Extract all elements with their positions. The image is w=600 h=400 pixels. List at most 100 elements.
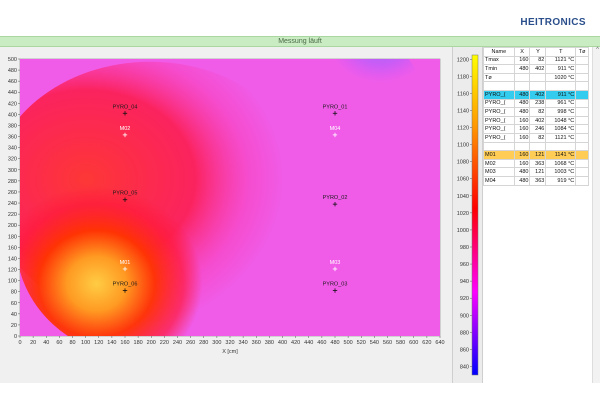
marker-m04[interactable]: M04 [330, 126, 341, 138]
pyro-row[interactable]: PYRO_(160 402 1048 °C [483, 115, 589, 126]
table-cell: 82 [529, 55, 547, 66]
marker-label: PYRO_01 [323, 104, 348, 110]
pyro-row[interactable]: PYRO_(480 238 961 °C [483, 98, 589, 109]
table-cell: 1084 °C [545, 124, 577, 134]
table-cell [575, 81, 589, 91]
marker-m01[interactable]: M01 [120, 260, 131, 272]
pyro-row[interactable]: PYRO_(480 402 911 °C [483, 89, 589, 100]
table-cell: 82 [529, 107, 547, 117]
x-tick-label: 180 [134, 340, 143, 346]
y-tick-label: 40 [11, 312, 17, 318]
x-tick-label: 100 [81, 340, 90, 346]
table-spacer-row [483, 81, 589, 91]
legend-tick-label: 1200 [457, 57, 469, 63]
table-cell: 480 [513, 167, 531, 177]
y-tick-label: 20 [11, 323, 17, 329]
scroll-up-icon[interactable]: ^ [596, 47, 599, 53]
header-bar: HEITRONICS [0, 0, 600, 34]
legend-tick-label: 1040 [457, 194, 469, 200]
y-tick-label: 160 [8, 245, 17, 251]
column-header-t[interactable]: T [545, 47, 577, 57]
table-cell [575, 89, 589, 100]
legend-tick-label: 1180 [457, 74, 469, 80]
summary-row[interactable]: Tmin 480 402 911 °C [483, 64, 589, 74]
y-tick-label: 220 [8, 212, 17, 218]
table-cell: M03 [483, 167, 515, 177]
marker-pyro_05[interactable]: PYRO_05 [113, 191, 138, 202]
marker-pyro_04[interactable]: PYRO_04 [113, 104, 138, 116]
table-scrollbar[interactable]: ^ [592, 47, 600, 383]
pyro-row[interactable]: PYRO_(480 82 998 °C [483, 107, 589, 117]
table-cell: 480 [513, 89, 531, 100]
table-cell: 1048 °C [545, 115, 577, 126]
column-header-tavg[interactable]: Tø [575, 47, 589, 57]
marker-pyro_03[interactable]: PYRO_03 [323, 282, 348, 293]
table-cell: PYRO_( [483, 89, 515, 100]
table-cell: 160 [513, 150, 531, 160]
column-header-name[interactable]: Name [483, 47, 515, 57]
marker-pyro_06[interactable]: PYRO_06 [113, 282, 138, 293]
heatmap-panel: 0 20 40 60 80 100 120 140 160 180 200 220 240 260 280 3… [0, 47, 452, 383]
measure-row[interactable]: M01 160 121 1141 °C [483, 150, 589, 160]
pyro-row[interactable]: PYRO_(160 82 1121 °C [483, 132, 589, 143]
table-cell: 246 [529, 124, 547, 134]
marker-m02[interactable]: M02 [120, 126, 131, 138]
table-cell: 160 [513, 132, 531, 143]
table-cell [575, 107, 589, 117]
x-tick-label: 500 [344, 340, 353, 346]
summary-row[interactable]: Tø 1020 °C [483, 72, 589, 83]
x-tick-label: 40 [43, 340, 49, 346]
table-cell: 961 °C [545, 98, 577, 109]
table-cell: PYRO_( [483, 98, 515, 109]
x-tick-label: 0 [18, 340, 21, 346]
y-tick-label: 440 [8, 90, 17, 96]
table-cell: 160 [513, 158, 531, 169]
marker-label: PYRO_06 [113, 282, 138, 288]
x-tick-label: 80 [69, 340, 75, 346]
marker-pyro_01[interactable]: PYRO_01 [323, 104, 348, 116]
measure-row[interactable]: M03 480 121 1003 °C [483, 167, 589, 177]
table-cell: PYRO_( [483, 107, 515, 117]
marker-m03[interactable]: M03 [330, 260, 341, 272]
table-cell [529, 141, 547, 152]
x-tick-label: 520 [357, 340, 366, 346]
table-cell: 238 [529, 98, 547, 109]
values-table: Name X Y T Tø Tmax 160 82 1121 °C Tmin 480 402… [483, 47, 589, 186]
x-tick-label: 20 [30, 340, 36, 346]
y-tick-label: 360 [8, 135, 17, 141]
marker-label: PYRO_02 [323, 195, 348, 201]
table-cell [575, 150, 589, 160]
table-cell [575, 175, 589, 186]
marker-pyro_02[interactable]: PYRO_02 [323, 195, 348, 207]
table-cell [529, 81, 547, 91]
x-tick-label: 160 [120, 340, 129, 346]
measure-row[interactable]: M02 160 363 1068 °C [483, 158, 589, 169]
column-header-x[interactable]: X [513, 47, 531, 57]
column-header-y[interactable]: Y [529, 47, 547, 57]
table-cell [575, 72, 589, 83]
y-tick-label: 380 [8, 123, 17, 129]
table-cell: 121 [529, 150, 547, 160]
x-tick-label: 460 [317, 340, 326, 346]
x-tick-label: 360 [252, 340, 261, 346]
y-tick-label: 300 [8, 168, 17, 174]
brand-logo: HEITRONICS [520, 17, 586, 28]
legend-tick-label: 1020 [457, 211, 469, 217]
measure-row[interactable]: M04 480 363 919 °C [483, 175, 589, 186]
pyro-row[interactable]: PYRO_(160 246 1084 °C [483, 124, 589, 134]
heatmap-plot[interactable]: 0 20 40 60 80 100 120 140 160 180 200 220 240 260 280 3… [0, 47, 452, 383]
table-cell: 1068 °C [545, 158, 577, 169]
x-tick-label: 280 [199, 340, 208, 346]
y-tick-label: 480 [8, 68, 17, 74]
table-cell: PYRO_( [483, 132, 515, 143]
y-tick-label: 80 [11, 290, 17, 296]
table-cell: 1141 °C [545, 150, 577, 160]
table-header-row: Name X Y T Tø [483, 47, 589, 57]
y-tick-label: 420 [8, 101, 17, 107]
y-tick-label: 500 [8, 57, 17, 63]
table-cell: 160 [513, 55, 531, 66]
summary-row[interactable]: Tmax 160 82 1121 °C [483, 55, 589, 66]
table-cell: PYRO_( [483, 124, 515, 134]
legend-tick-label: 1100 [457, 143, 469, 149]
x-tick-label: 140 [107, 340, 116, 346]
